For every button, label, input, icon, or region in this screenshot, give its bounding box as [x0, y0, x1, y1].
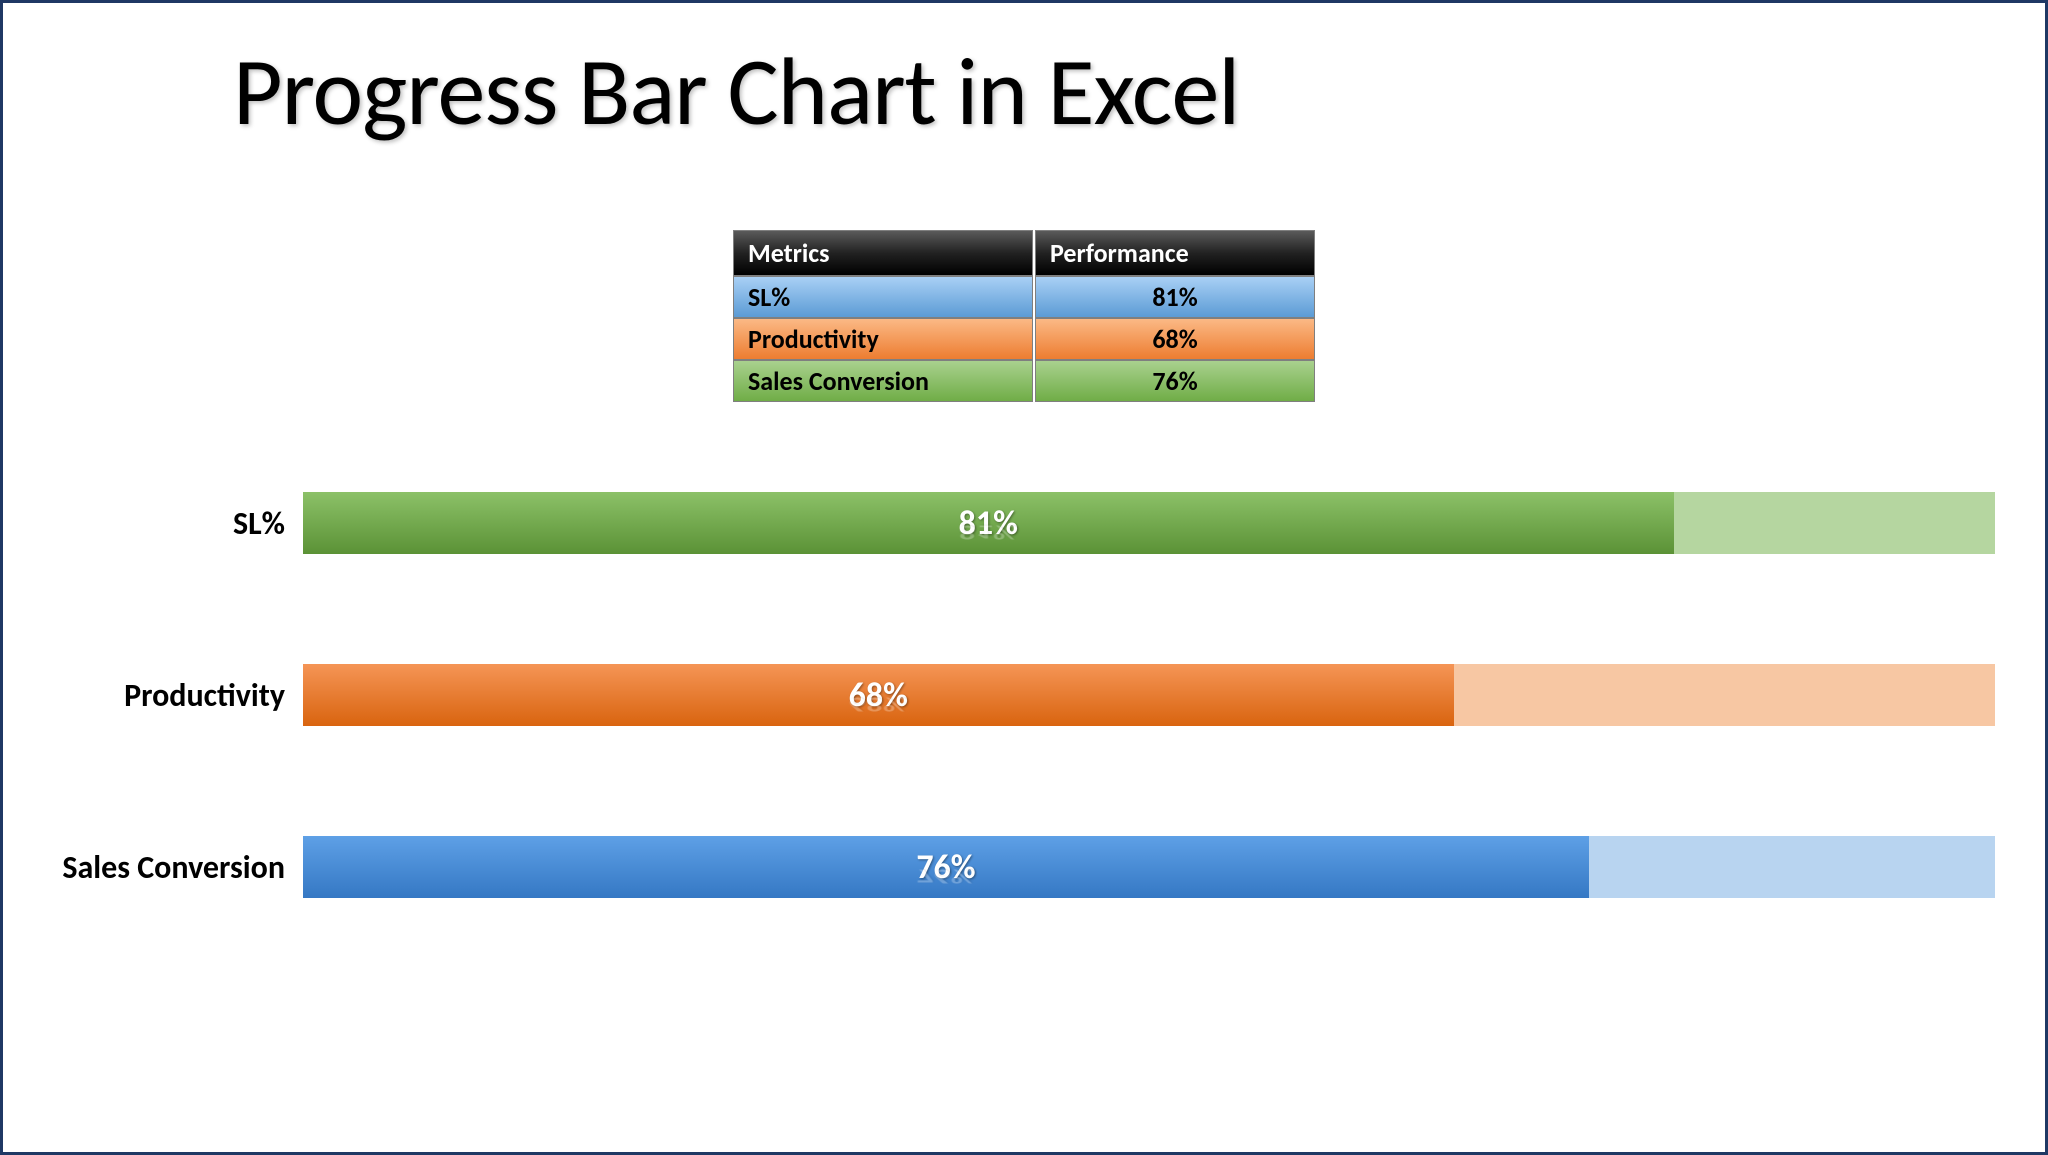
table-cell-value: 81%: [1035, 276, 1315, 318]
table-row: SL%81%: [733, 276, 1315, 318]
bar-row: SL% 81%81%: [43, 492, 1995, 554]
bar-value-label: 76%76%: [916, 847, 975, 888]
bar-value-label: 68%68%: [849, 675, 908, 716]
bar-label: Sales Conversion: [43, 848, 303, 887]
table-cell-metric: Sales Conversion: [733, 360, 1033, 402]
bar-row: Productivity 68%68%: [43, 664, 1995, 726]
header-performance: Performance: [1035, 230, 1315, 276]
table-cell-value: 68%: [1035, 318, 1315, 360]
bar-value-label: 81%81%: [959, 503, 1018, 544]
bar-track: 81%81%: [303, 492, 1995, 554]
table-row: Productivity68%: [733, 318, 1315, 360]
bar-remainder: [1454, 664, 1995, 726]
bar-value-reflection: 68%: [849, 691, 908, 716]
bar-fill: 76%76%: [303, 836, 1589, 898]
bar-label: SL%: [43, 504, 303, 543]
bar-track: 76%76%: [303, 836, 1995, 898]
table-header-row: Metrics Performance: [733, 230, 1315, 276]
table-row: Sales Conversion76%: [733, 360, 1315, 402]
bar-label: Productivity: [43, 676, 303, 715]
metrics-table: Metrics Performance SL%81%Productivity68…: [731, 230, 1317, 402]
table-cell-metric: SL%: [733, 276, 1033, 318]
bar-remainder: [1674, 492, 1995, 554]
table-cell-metric: Productivity: [733, 318, 1033, 360]
header-metrics: Metrics: [733, 230, 1033, 276]
chart-frame: Progress Bar Chart in Excel Metrics Perf…: [0, 0, 2048, 1155]
bar-value-reflection: 81%: [959, 519, 1018, 544]
bar-fill: 81%81%: [303, 492, 1674, 554]
bar-value-reflection: 76%: [916, 863, 975, 888]
bar-fill: 68%68%: [303, 664, 1454, 726]
bar-track: 68%68%: [303, 664, 1995, 726]
bar-row: Sales Conversion 76%76%: [43, 836, 1995, 898]
table-cell-value: 76%: [1035, 360, 1315, 402]
page-title: Progress Bar Chart in Excel: [3, 33, 2045, 150]
progress-chart: SL% 81%81% Productivity 68%68% Sales Convers…: [3, 492, 2045, 898]
bar-remainder: [1589, 836, 1995, 898]
